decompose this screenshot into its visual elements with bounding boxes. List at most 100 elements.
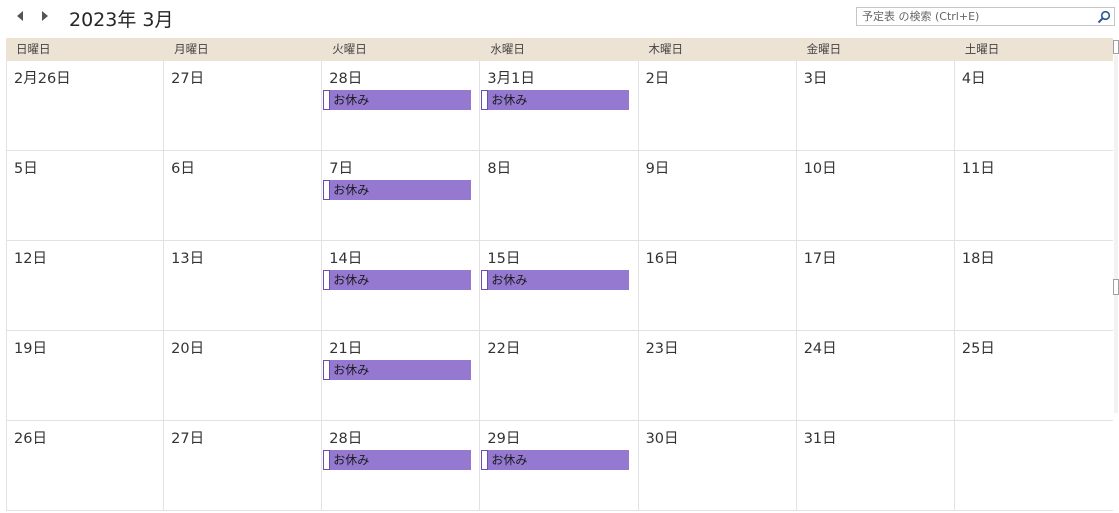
day-number: 10日 <box>803 161 837 177</box>
day-cell[interactable]: 31日 <box>796 421 955 511</box>
month-title: 2023年 3月 <box>69 9 174 31</box>
weekday-label: 土曜日 <box>964 42 1000 56</box>
day-number: 23日 <box>645 341 679 357</box>
day-number: 3月1日 <box>487 71 535 87</box>
event-title: お休み <box>491 93 528 107</box>
weekday-label: 月曜日 <box>174 42 209 56</box>
event-status-marker <box>323 450 331 470</box>
weekday-header: 日曜日 月曜日 火曜日 水曜日 木曜日 金曜日 土曜日 <box>6 38 1113 61</box>
event-status-marker <box>323 270 331 290</box>
weekday-label: 木曜日 <box>648 42 684 56</box>
day-number: 29日 <box>487 431 521 447</box>
day-cell[interactable]: 27日 <box>164 61 323 151</box>
day-number: 26日 <box>14 431 47 447</box>
day-cell[interactable]: 28日 お休み <box>322 421 481 511</box>
day-number: 22日 <box>487 341 521 357</box>
day-cell[interactable]: 3月1日お休み <box>480 61 639 151</box>
day-number: 12日 <box>14 251 47 267</box>
day-number: 27日 <box>171 431 205 447</box>
day-cell[interactable]: 7日お休み <box>322 151 481 241</box>
event-title: お休み <box>491 273 528 287</box>
day-number: 28日 <box>329 71 363 87</box>
event-item[interactable]: お休み <box>323 270 472 290</box>
day-cell[interactable]: 10日 <box>796 151 955 241</box>
day-cell[interactable]: 22日 <box>480 331 639 421</box>
day-cell[interactable] <box>954 421 1113 511</box>
day-number: 18日 <box>961 251 995 267</box>
search-box[interactable] <box>856 7 1115 26</box>
day-number: 6日 <box>171 161 195 177</box>
day-cell[interactable]: 13日 <box>164 241 323 331</box>
day-cell[interactable]: 18日 <box>954 241 1113 331</box>
month-grid: 2月26日 27日 28日 お休み 3月1日 お休み 2日 3日 4日 5日 6日 7日 お休み 8日 9日… <box>6 61 1113 513</box>
day-cell[interactable]: 24日 <box>796 331 955 421</box>
day-cell[interactable]: 15日 お休み <box>480 241 639 331</box>
day-cell[interactable]: 12日 <box>6 241 165 331</box>
calendar-toolbar: 2023年 3月 <box>0 0 1119 36</box>
event-title: お休み <box>491 453 528 467</box>
event-item[interactable]: お休み <box>323 450 472 470</box>
scroll-up-handle[interactable] <box>1113 40 1119 54</box>
day-cell[interactable]: 3日 <box>796 61 955 151</box>
event-item[interactable]: お休み <box>323 180 472 200</box>
day-cell[interactable]: 23日 <box>638 331 797 421</box>
day-cell[interactable]: 14日お休み <box>322 241 481 331</box>
day-cell[interactable]: 16日 <box>638 241 797 331</box>
day-cell[interactable]: 19日 <box>6 331 165 421</box>
scroll-thumb[interactable] <box>1113 279 1119 295</box>
event-status-marker <box>323 180 331 200</box>
day-number: 30日 <box>645 431 679 447</box>
previous-month-button[interactable] <box>12 8 28 24</box>
event-title: お休み <box>333 453 370 467</box>
day-number: 14日 <box>329 251 363 267</box>
weekday-label: 日曜日 <box>16 42 51 56</box>
day-cell[interactable]: 27日 <box>164 421 323 511</box>
day-number: 13日 <box>171 251 205 267</box>
day-cell[interactable]: 8日 <box>480 151 639 241</box>
day-number: 2日 <box>645 71 670 87</box>
day-cell[interactable]: 30日 <box>638 421 797 511</box>
chevron-right-icon <box>42 11 48 21</box>
event-item[interactable]: お休み <box>481 270 630 290</box>
day-cell[interactable]: 5日 <box>6 151 165 241</box>
day-cell[interactable]: 21日お休み <box>322 331 481 421</box>
day-number: 9日 <box>645 161 670 177</box>
chevron-left-icon <box>17 11 23 21</box>
search-input[interactable] <box>857 8 1098 25</box>
day-cell[interactable]: 2日 <box>638 61 797 151</box>
event-title: お休み <box>333 363 370 377</box>
day-cell[interactable]: 17日 <box>796 241 955 331</box>
weekday-label: 火曜日 <box>332 42 367 56</box>
event-item[interactable]: お休み <box>481 90 630 110</box>
event-status-marker <box>481 90 489 110</box>
day-cell[interactable]: 6日 <box>164 151 323 241</box>
day-cell[interactable]: 11日 <box>954 151 1113 241</box>
day-cell[interactable]: 20日 <box>164 331 323 421</box>
event-status-marker <box>481 270 489 290</box>
day-cell[interactable]: 25日 <box>954 331 1113 421</box>
day-number: 25日 <box>961 341 995 357</box>
search-icon[interactable] <box>1097 10 1111 24</box>
event-status-marker <box>481 450 489 470</box>
event-item[interactable]: お休み <box>323 360 472 380</box>
day-number: 19日 <box>14 341 47 357</box>
day-number: 5日 <box>14 161 38 177</box>
event-item[interactable]: お休み <box>323 90 472 110</box>
day-number: 8日 <box>487 161 512 177</box>
day-number: 2月26日 <box>14 71 71 87</box>
vertical-scrollbar-track[interactable] <box>1114 55 1118 413</box>
day-cell[interactable]: 4日 <box>954 61 1113 151</box>
day-number: 4日 <box>961 71 986 87</box>
day-cell[interactable]: 26日 <box>6 421 165 511</box>
next-month-button[interactable] <box>37 8 53 24</box>
day-cell[interactable]: 29日お休み <box>480 421 639 511</box>
event-title: お休み <box>333 273 370 287</box>
day-number: 7日 <box>329 161 354 177</box>
day-cell[interactable]: 2月26日 <box>6 61 165 151</box>
day-number: 21日 <box>329 341 363 357</box>
day-cell[interactable]: 28日お休み <box>322 61 481 151</box>
day-cell[interactable]: 9日 <box>638 151 797 241</box>
event-title: お休み <box>333 93 370 107</box>
event-item[interactable]: お休み <box>481 450 630 470</box>
